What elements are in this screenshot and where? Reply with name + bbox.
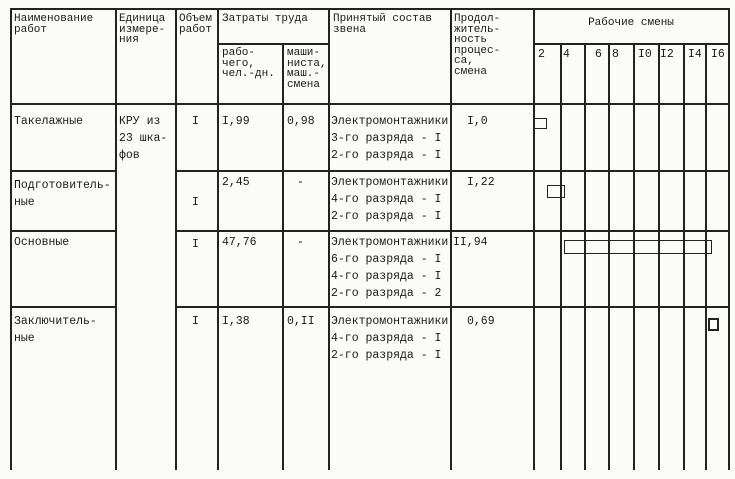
row-divider: [10, 306, 115, 308]
shift-tick: I2: [660, 48, 674, 61]
shift-grid-line: [705, 43, 707, 470]
row-machinist: 0,98: [287, 115, 315, 128]
row-crew: Электромонтажники 4-го разряда - I 2-го …: [331, 315, 449, 362]
header-volume: Объем работ: [179, 13, 213, 36]
header-labor-machinist: маши- ниста, маш.- смена: [287, 47, 327, 91]
unit-value: КРУ из 23 шка- фов: [119, 115, 168, 162]
row-name: Основные: [14, 236, 70, 249]
row-crew: Электромонтажники 3-го разряда - I 2-го …: [331, 115, 449, 162]
gantt-bar: [547, 185, 565, 198]
row-machinist: -: [297, 236, 304, 249]
row-volume: I: [192, 238, 199, 251]
shift-grid-line: [560, 43, 562, 470]
row-name: Заключитель- ные: [14, 315, 97, 345]
shift-grid-line: [683, 43, 685, 470]
row-worker: I,38: [222, 315, 250, 328]
header-labor-worker: рабо- чего, чел.-дн.: [222, 47, 275, 80]
row-divider: [175, 230, 729, 232]
shift-tick: I0: [638, 48, 652, 61]
shift-grid-line: [584, 43, 586, 470]
row-duration: 0,69: [467, 315, 495, 328]
col-line: [115, 8, 117, 470]
col-line: [217, 8, 219, 470]
row-duration: I,0: [467, 115, 488, 128]
col-line: [450, 8, 452, 470]
row-worker: I,99: [222, 115, 250, 128]
header-labor: Затраты труда: [222, 13, 308, 25]
row-worker: 2,45: [222, 176, 250, 189]
col-line: [328, 8, 330, 470]
row-duration: I,22: [467, 176, 495, 189]
row-machinist: 0,II: [287, 315, 315, 328]
header-unit: Единица измере- ния: [119, 13, 166, 46]
row-volume: I: [192, 115, 199, 128]
row-divider: [10, 170, 115, 172]
row-divider: [175, 306, 729, 308]
header-duration: Продол- житель- ность процес- са, смена: [454, 13, 501, 78]
row-volume: I: [192, 315, 199, 328]
row-duration: II,94: [453, 236, 488, 249]
header-crew: Принятый состав звена: [333, 13, 433, 36]
row-machinist: -: [297, 176, 304, 189]
row-name: Такелажные: [14, 115, 84, 128]
header-name: Наименование работ: [14, 13, 94, 36]
row-divider: [10, 230, 115, 232]
row-worker: 47,76: [222, 236, 257, 249]
shift-grid-line: [608, 43, 610, 470]
row-name: Подготовитель- ные: [14, 179, 111, 209]
shift-tick: 8: [612, 48, 619, 61]
row-crew: Электромонтажники 4-го разряда - I 2-го …: [331, 176, 449, 223]
row-divider: [175, 170, 729, 172]
col-line: [282, 43, 284, 470]
col-line: [10, 8, 12, 470]
col-line: [533, 8, 535, 470]
shift-tick: 4: [563, 48, 570, 61]
header-bottom-line: [10, 103, 729, 105]
gantt-bar: [708, 318, 719, 331]
header-shifts: Рабочие смены: [588, 17, 674, 29]
shift-tick: I4: [688, 48, 702, 61]
labor-subheader-line: [217, 43, 328, 45]
row-crew: Электромонтажники 6-го разряда - I 4-го …: [331, 236, 449, 300]
col-line: [175, 8, 177, 470]
table-top-border: [10, 8, 729, 10]
shift-grid-line: [633, 43, 635, 470]
gantt-bar: [533, 118, 547, 129]
shift-tick: I6: [711, 48, 725, 61]
table-right-border: [728, 8, 730, 470]
shift-tick: 6: [595, 48, 602, 61]
shift-grid-line: [658, 43, 660, 470]
row-volume: I: [192, 196, 199, 209]
gantt-bar: [564, 240, 712, 254]
shifts-subheader-line: [533, 43, 729, 45]
shift-tick: 2: [538, 48, 545, 61]
